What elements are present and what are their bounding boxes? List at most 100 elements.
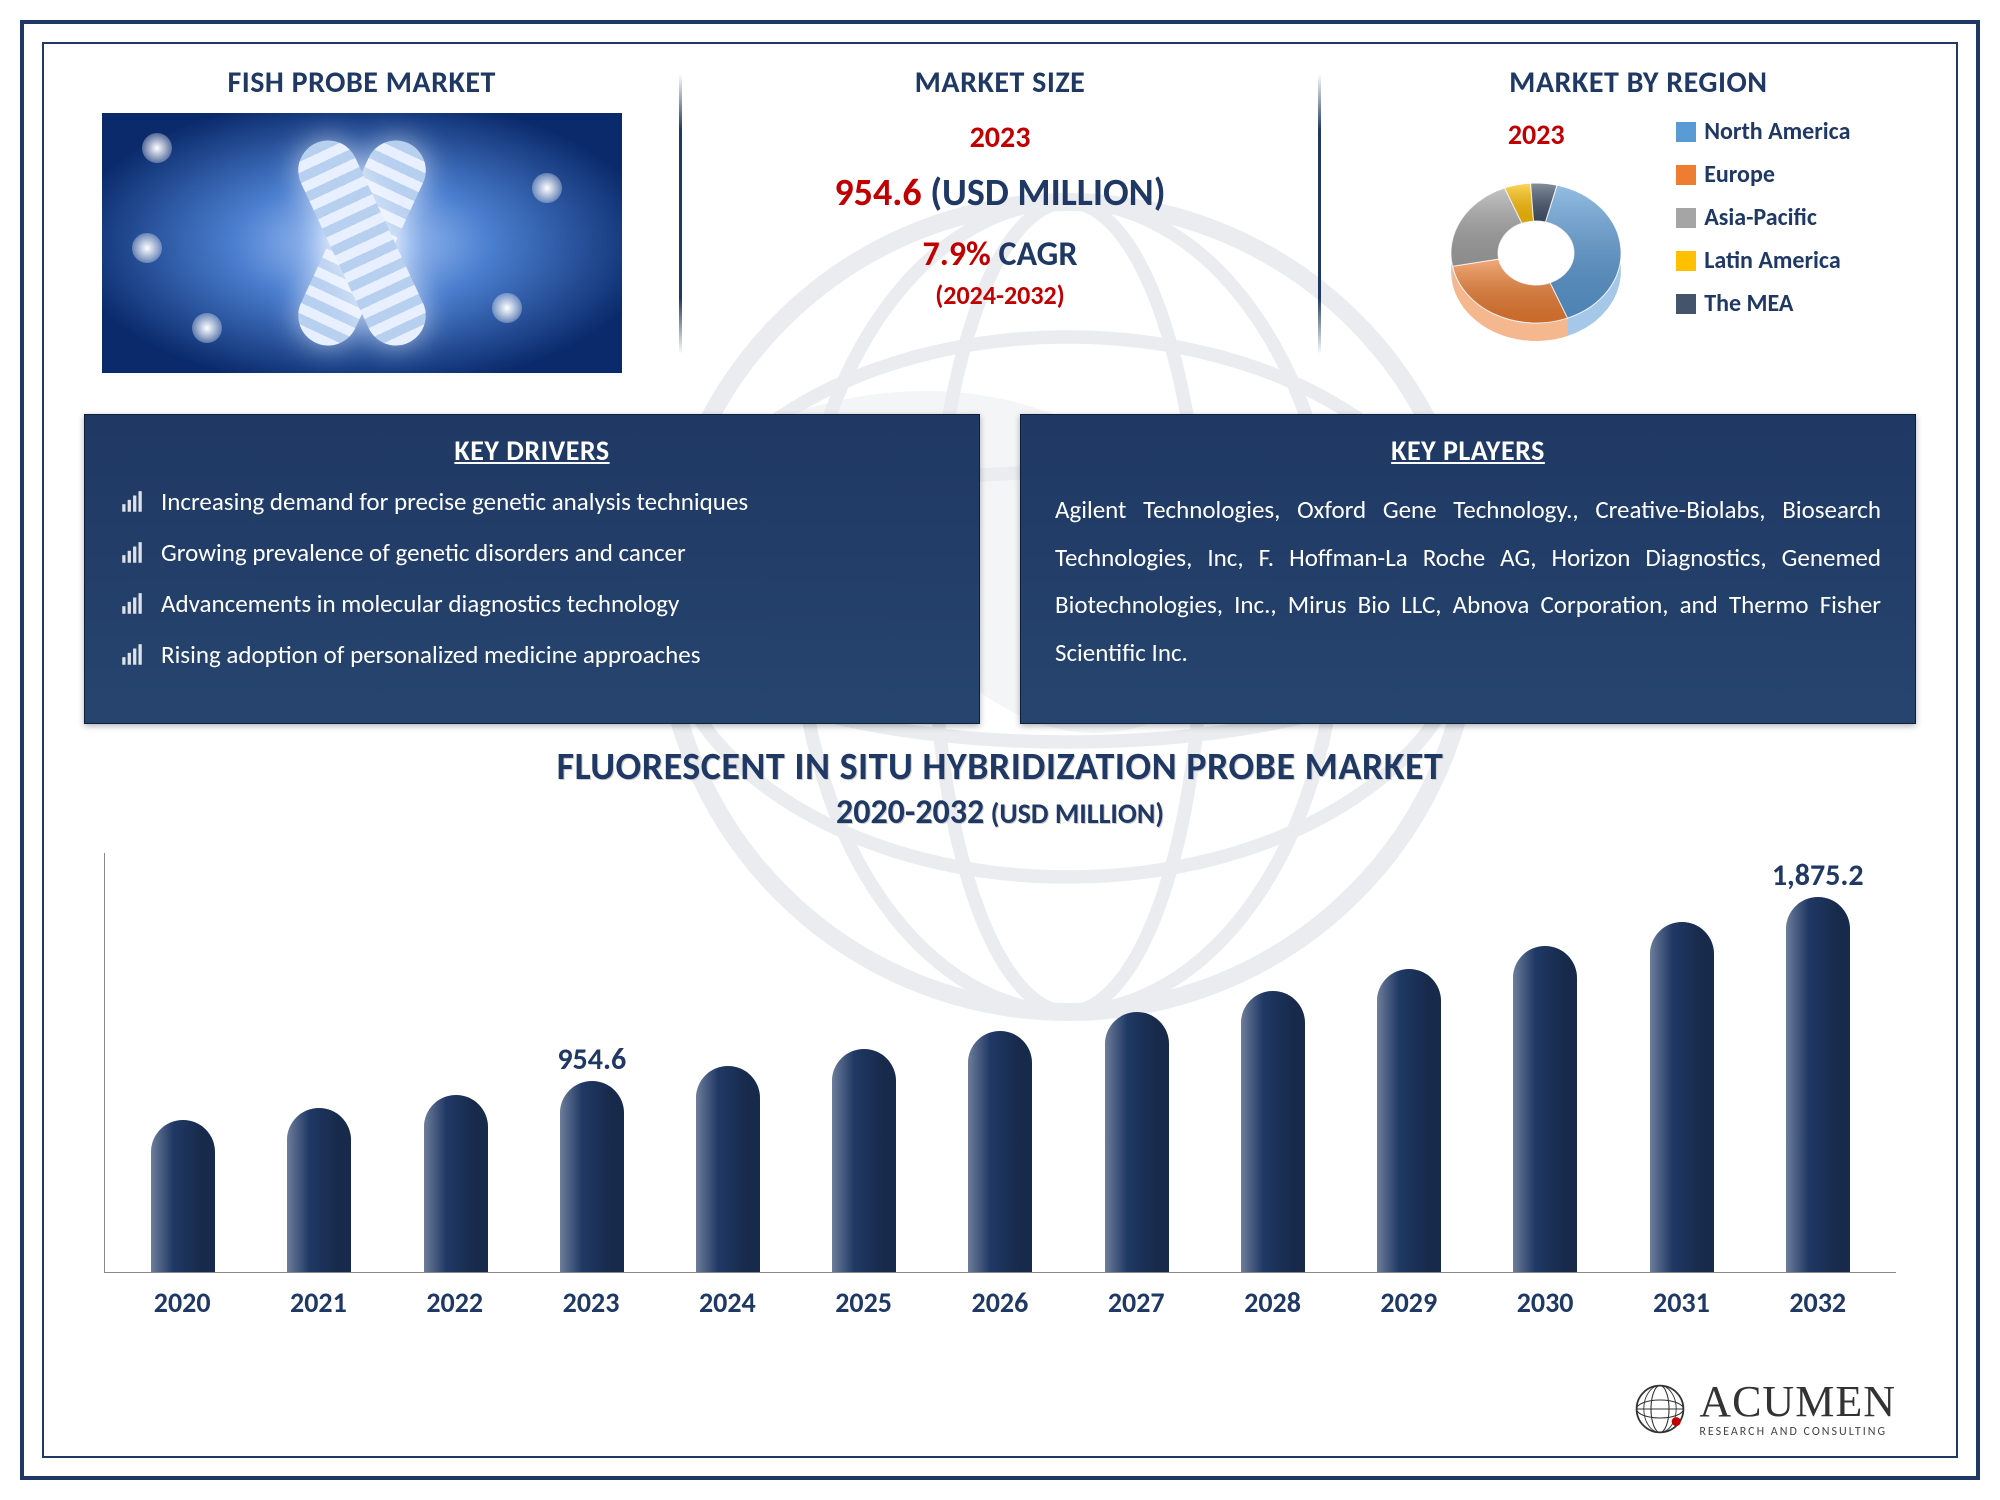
chart-bullet-icon (119, 642, 145, 668)
logo-tag: RESEARCH AND CONSULTING (1699, 1426, 1896, 1438)
bar (1786, 897, 1850, 1272)
logo-name: ACUMEN (1699, 1380, 1896, 1424)
driver-text: Increasing demand for precise genetic an… (161, 486, 748, 517)
key-drivers-title: KEY DRIVERS (119, 433, 945, 468)
region-title: MARKET BY REGION (1351, 64, 1926, 101)
region-legend: North America Europe Asia-Pacific Latin Ame… (1676, 117, 1850, 318)
x-axis-label: 2032 (1756, 1285, 1880, 1320)
x-axis-label: 2020 (120, 1285, 244, 1320)
logo-globe-icon (1633, 1382, 1687, 1436)
x-axis-label: 2026 (938, 1285, 1062, 1320)
drivers-list: Increasing demand for precise genetic an… (119, 486, 945, 670)
bar (1241, 991, 1305, 1272)
legend-item: Europe (1676, 160, 1850, 189)
legend-swatch (1676, 208, 1696, 228)
bar (832, 1049, 896, 1272)
bar (287, 1108, 351, 1272)
driver-item: Growing prevalence of genetic disorders … (119, 537, 945, 568)
bar (1513, 946, 1577, 1272)
bar-col (1620, 922, 1744, 1272)
market-size-period: (2024-2032) (935, 279, 1065, 311)
bar-col (1075, 1012, 1199, 1272)
bar-col (1483, 946, 1607, 1272)
bar-col (1347, 969, 1471, 1272)
legend-label: Asia-Pacific (1704, 203, 1817, 232)
region-donut-wrap: 2023 (1426, 117, 1646, 363)
legend-item: Latin America (1676, 246, 1850, 275)
fish-probe-title: FISH PROBE MARKET (227, 64, 495, 101)
market-size-title: MARKET SIZE (915, 64, 1086, 101)
bar (424, 1095, 488, 1272)
driver-text: Advancements in molecular diagnostics te… (161, 588, 679, 619)
bar-callout: 1,875.2 (1772, 857, 1864, 894)
bar (1650, 922, 1714, 1272)
x-axis-label: 2022 (393, 1285, 517, 1320)
bar (560, 1081, 624, 1272)
market-size-value-unit: (USD MILLION) (922, 170, 1166, 216)
bar-col (802, 1049, 926, 1272)
chart-subtitle-unit: (USD MILLION) (984, 796, 1164, 831)
legend-item: North America (1676, 117, 1850, 146)
region-donut-chart (1426, 158, 1646, 358)
legend-swatch (1676, 294, 1696, 314)
legend-swatch (1676, 122, 1696, 142)
legend-label: Europe (1704, 160, 1775, 189)
logo-text: ACUMEN RESEARCH AND CONSULTING (1699, 1380, 1896, 1438)
x-axis-label: 2025 (802, 1285, 926, 1320)
key-players-panel: KEY PLAYERS Agilent Technologies, Oxford… (1020, 414, 1916, 724)
bar-callout: 954.6 (557, 1041, 626, 1078)
driver-text: Growing prevalence of genetic disorders … (161, 537, 686, 568)
x-axis-label: 2024 (665, 1285, 789, 1320)
x-axis-label: 2028 (1211, 1285, 1335, 1320)
market-size-value: 954.6 (USD MILLION) (834, 170, 1165, 216)
bar-col (938, 1031, 1062, 1272)
chart-subtitle: 2020-2032 (USD MILLION) (104, 792, 1896, 833)
chart-bullet-icon (119, 591, 145, 617)
chart-bullet-icon (119, 489, 145, 515)
legend-swatch (1676, 251, 1696, 271)
key-players-title: KEY PLAYERS (1055, 433, 1881, 468)
legend-swatch (1676, 165, 1696, 185)
bar-col (257, 1108, 381, 1272)
x-axis-label: 2029 (1347, 1285, 1471, 1320)
col-market-size: MARKET SIZE 2023 954.6 (USD MILLION) 7.9… (682, 44, 1317, 404)
x-axis-label: 2023 (529, 1285, 653, 1320)
legend-label: North America (1704, 117, 1850, 146)
bar (696, 1066, 760, 1272)
driver-item: Rising adoption of personalized medicine… (119, 639, 945, 670)
top-row: FISH PROBE MARKET MARKET SIZE 2023 954.6… (44, 44, 1956, 404)
region-content: 2023 North America Europe Asia-Pacific Lati… (1351, 117, 1926, 363)
bar (151, 1120, 215, 1272)
chart-section: FLUORESCENT IN SITU HYBRIDIZATION PROBE … (44, 724, 1956, 1360)
x-axis-label: 2031 (1619, 1285, 1743, 1320)
inner-frame: FISH PROBE MARKET MARKET SIZE 2023 954.6… (42, 42, 1958, 1458)
legend-item: The MEA (1676, 289, 1850, 318)
bar (1105, 1012, 1169, 1272)
bar (1377, 969, 1441, 1272)
x-axis-label: 2021 (256, 1285, 380, 1320)
market-size-value-number: 954.6 (834, 170, 921, 216)
col-region: MARKET BY REGION 2023 North America Europ… (1321, 44, 1956, 404)
driver-item: Increasing demand for precise genetic an… (119, 486, 945, 517)
market-size-cagr-label: CAGR (991, 234, 1078, 275)
chart-subtitle-years: 2020-2032 (836, 792, 984, 833)
legend-label: Latin America (1704, 246, 1840, 275)
bar (968, 1031, 1032, 1272)
bar-col (121, 1120, 245, 1272)
chromosome-image (102, 113, 622, 373)
key-players-text: Agilent Technologies, Oxford Gene Techno… (1055, 486, 1881, 676)
chart-bullet-icon (119, 540, 145, 566)
bars-area: 954.6 1,875.2 (104, 853, 1896, 1273)
x-axis-label: 2027 (1074, 1285, 1198, 1320)
bar-col: 954.6 (530, 1081, 654, 1272)
region-year: 2023 (1426, 117, 1646, 152)
legend-item: Asia-Pacific (1676, 203, 1850, 232)
bar-col: 1,875.2 (1756, 897, 1880, 1272)
key-drivers-panel: KEY DRIVERS Increasing demand for precis… (84, 414, 980, 724)
market-size-year: 2023 (970, 119, 1031, 156)
bar-col (1211, 991, 1335, 1272)
market-size-cagr: 7.9% CAGR (922, 234, 1077, 275)
x-axis-label: 2030 (1483, 1285, 1607, 1320)
chart-title: FLUORESCENT IN SITU HYBRIDIZATION PROBE … (104, 744, 1896, 790)
market-size-cagr-number: 7.9% (922, 234, 990, 275)
